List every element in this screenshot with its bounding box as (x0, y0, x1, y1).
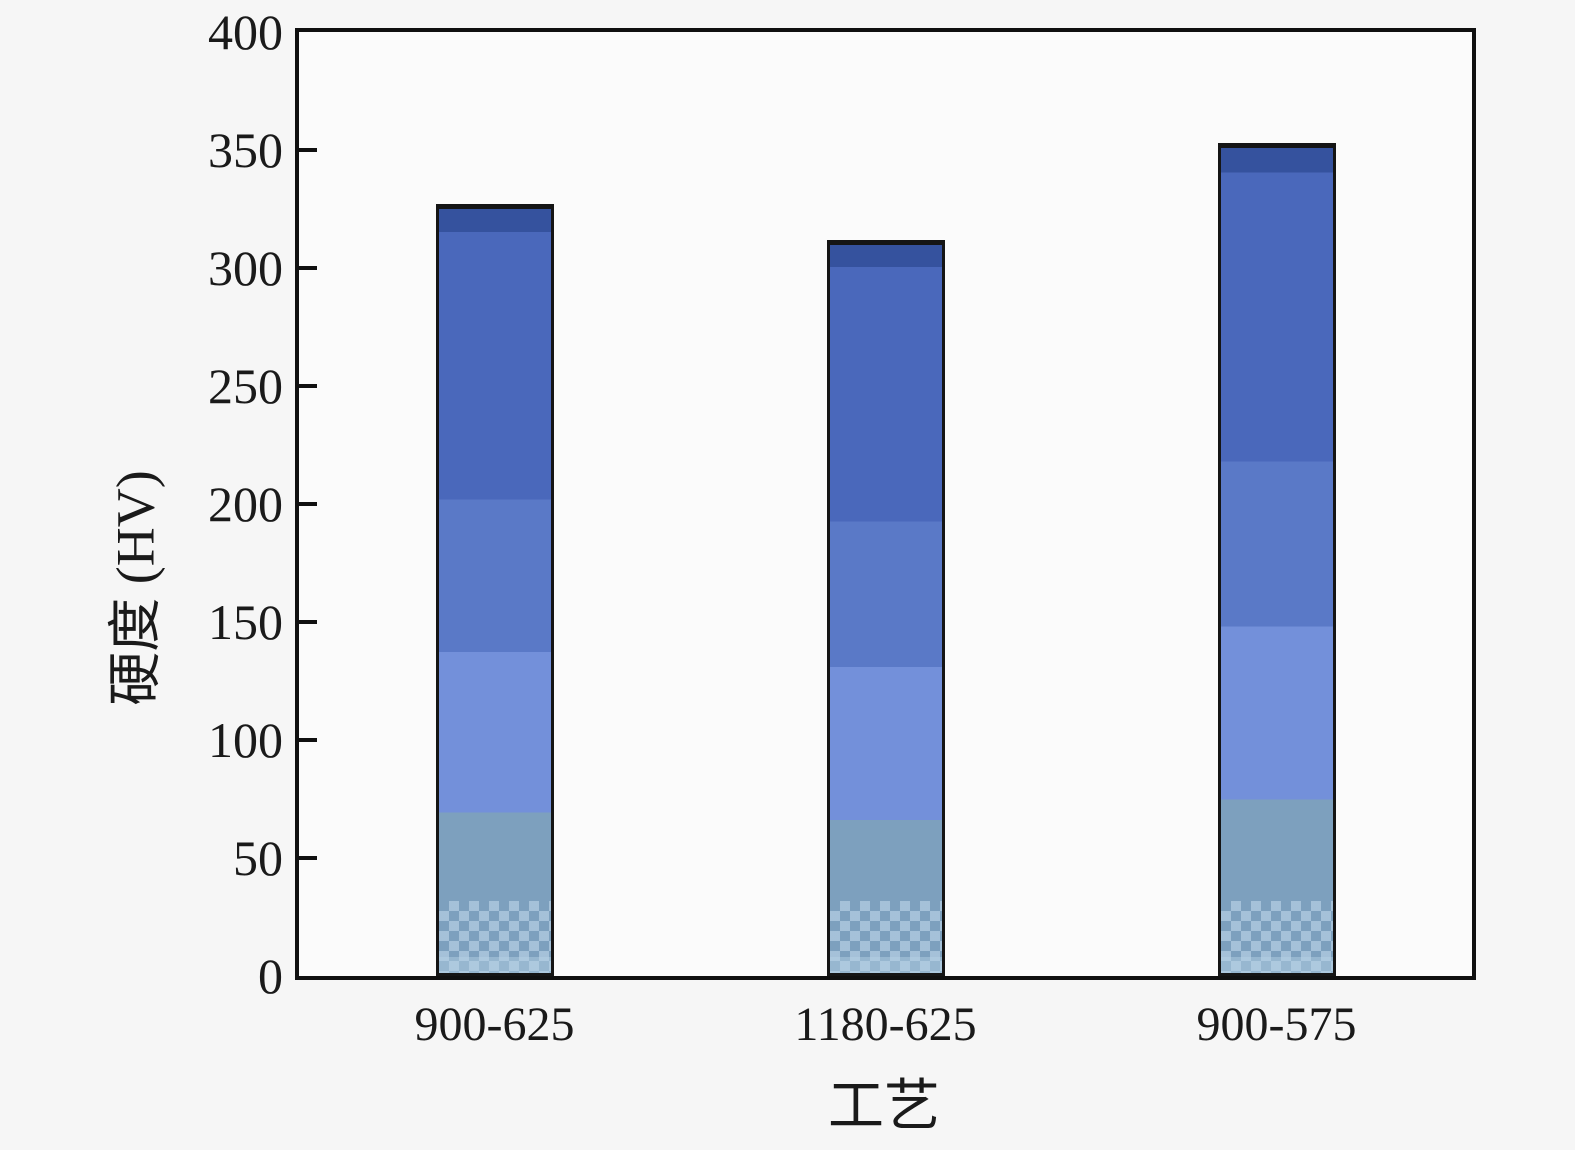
plot-area (295, 28, 1476, 980)
y-tick (299, 266, 317, 270)
y-tick-label: 50 (233, 830, 283, 886)
bar-bottom-strip (438, 956, 551, 973)
y-tick-label: 200 (208, 476, 283, 532)
y-tick-label: 150 (208, 594, 283, 650)
bar-1180-625 (826, 239, 945, 976)
x-category-label: 1180-625 (794, 998, 977, 1051)
bar-speckle-texture (1220, 900, 1333, 973)
bar-speckle-texture (438, 900, 551, 973)
y-tick (299, 620, 317, 624)
bar-bottom-strip (1220, 956, 1333, 973)
y-tick-label: 350 (208, 122, 283, 178)
y-tick-label: 100 (208, 712, 283, 768)
y-tick (299, 384, 317, 388)
y-tick-label: 250 (208, 358, 283, 414)
x-category-label: 900-625 (414, 998, 575, 1051)
bar-900-575 (1217, 142, 1336, 976)
y-tick-label: 0 (258, 948, 283, 1004)
bar-speckle-texture (829, 900, 942, 973)
bar-900-625 (435, 204, 554, 976)
y-tick-label: 400 (208, 4, 283, 60)
y-tick (299, 502, 317, 506)
y-tick (299, 738, 317, 742)
y-tick (299, 856, 317, 860)
x-category-label: 900-575 (1196, 998, 1357, 1051)
x-axis-title: 工艺 (828, 1076, 940, 1138)
bar-bottom-strip (829, 956, 942, 973)
y-tick (299, 148, 317, 152)
y-tick-label: 300 (208, 240, 283, 296)
